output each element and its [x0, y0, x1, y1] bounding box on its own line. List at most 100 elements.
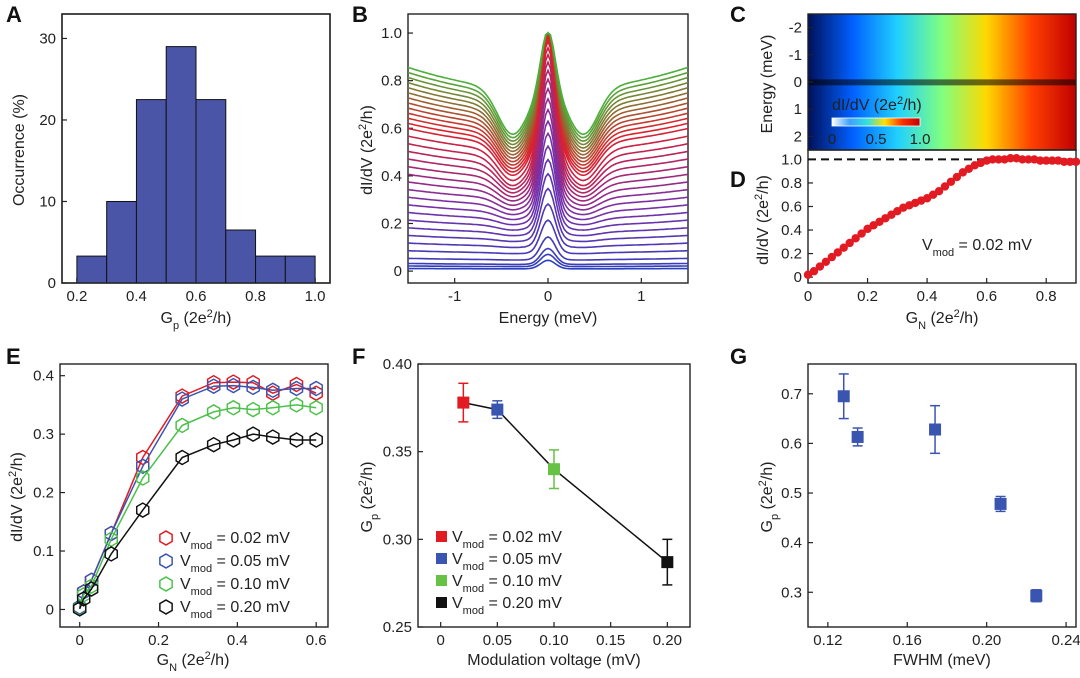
data-point: [1042, 156, 1051, 165]
series-marker-down: [84, 581, 99, 597]
series-marker-down: [246, 401, 260, 418]
y-tick-label: 0.4: [33, 368, 54, 385]
histogram-bar: [165, 46, 197, 284]
y-tick-label: 0.25: [383, 619, 412, 636]
colorbar-label: dI/dV (2e2/h): [832, 95, 922, 114]
x-tick-label: 0.4: [227, 632, 248, 649]
series-marker: [246, 379, 260, 396]
data-point: [988, 155, 997, 164]
y-tick-label: 0.6: [781, 198, 802, 215]
y-tick-label: 0.7: [781, 386, 802, 403]
histogram-bar: [255, 255, 286, 284]
data-point: [994, 155, 1003, 164]
x-tick-label: 0: [804, 288, 812, 305]
data-point: [946, 177, 956, 186]
series-marker: [309, 432, 323, 448]
data-point: [815, 262, 825, 271]
y-tick-label: 0.30: [383, 531, 412, 548]
series-marker: [226, 432, 241, 448]
legend-marker-down: [159, 599, 173, 615]
legend-label: Vmod = 0.05 mV: [180, 553, 290, 575]
y-axis-label: dI/dV (2e2/h): [357, 105, 376, 195]
colorbar-tick-label: 0.5: [866, 131, 887, 148]
data-point: [661, 556, 674, 569]
panel-letter-c: C: [730, 2, 746, 27]
y-tick-label: 0.2: [33, 485, 54, 502]
series-marker: [289, 397, 304, 413]
x-tick-label: 0: [436, 632, 444, 649]
series-marker: [72, 601, 87, 617]
x-axis-label: Gp (2e2/h): [161, 308, 232, 332]
panel-letter-f: F: [352, 344, 365, 369]
data-point: [934, 186, 944, 196]
data-point: [940, 182, 950, 191]
spectrum-line: [408, 219, 688, 255]
series-marker-down: [266, 429, 280, 445]
series-marker-down: [104, 546, 118, 562]
x-axis-label: FWHM (meV): [893, 652, 991, 669]
x-axis-label: GN (2e2/h): [906, 308, 979, 332]
series-marker-down: [309, 380, 323, 397]
series-marker: [136, 502, 150, 518]
panel-letter-d: D: [730, 167, 746, 192]
y-tick-label: 1.0: [781, 151, 802, 168]
series-marker-down: [175, 391, 189, 407]
series-marker: [266, 400, 280, 416]
data-point: [851, 430, 864, 443]
spectrum-line: [408, 52, 688, 187]
x-tick-label: 0.2: [148, 632, 169, 649]
series-marker-down: [136, 470, 150, 486]
series-marker: [84, 581, 99, 597]
y-axis-label: Gp (2e2/h): [757, 462, 781, 533]
spectrum-line: [408, 35, 688, 173]
panel-letter-b: B: [352, 2, 368, 27]
spectrum-line: [408, 39, 688, 177]
panel-c-colormap: -2 -1 0 1 2 Energy (meV) dI/dV (2e2/h) 0 0.5 1.0: [759, 13, 1077, 151]
series-marker-down: [289, 397, 304, 413]
series-marker: [266, 429, 280, 445]
data-point: [952, 172, 962, 182]
data-point: [839, 243, 848, 252]
y-axis-label: dI/dV (2e2/h): [7, 452, 26, 542]
plot-frame: [807, 149, 1077, 284]
legend-marker: [436, 575, 447, 586]
y-tick-label: 1.0: [381, 25, 402, 42]
data-point: [857, 229, 866, 238]
series-marker-down: [289, 432, 304, 448]
plot-frame-top: [61, 13, 331, 284]
y-tick-label: 2: [794, 128, 802, 145]
plot-frame: [59, 363, 329, 628]
series-marker: [226, 400, 241, 416]
y-tick-label: 0: [794, 74, 802, 91]
series-marker: [175, 417, 189, 434]
x-tick-label: 0.10: [539, 632, 568, 649]
y-tick-label: 0.3: [781, 584, 802, 601]
spectrum-line: [408, 77, 688, 198]
y-tick-label: 0.35: [383, 444, 412, 461]
x-tick-label: 0.4: [917, 288, 938, 305]
series-marker-down: [104, 531, 118, 548]
y-tick-label: 30: [39, 30, 56, 47]
legend-label: Vmod = 0.10 mV: [180, 576, 290, 598]
panel-letter-a: A: [6, 2, 22, 27]
data-point: [833, 248, 842, 257]
series-marker-down: [206, 436, 221, 453]
series-marker-down: [309, 432, 323, 448]
legend-label: Vmod = 0.20 mV: [180, 599, 290, 621]
legend-marker: [159, 530, 173, 546]
annotation: Vmod = 0.02 mV: [922, 237, 1032, 259]
panel-d-conductance: 0 0.2 0.4 0.6 0.8 0 0.2 0.4 0.6 0.8 1.0 dI/dV (2e2/…: [753, 149, 1080, 332]
series-marker-down: [206, 404, 221, 420]
series-marker-down: [226, 400, 241, 416]
data-point: [1018, 155, 1027, 164]
y-tick-label: 0.4: [781, 222, 802, 239]
series-marker: [175, 391, 189, 407]
data-point: [1047, 156, 1057, 165]
colorbar-tick-label: 0: [828, 131, 836, 148]
series-marker-down: [226, 377, 241, 394]
series-marker-down: [175, 449, 189, 466]
series-marker-down: [246, 426, 260, 442]
data-point: [1006, 154, 1015, 163]
colorbar-tick-label: 1.0: [910, 131, 931, 148]
